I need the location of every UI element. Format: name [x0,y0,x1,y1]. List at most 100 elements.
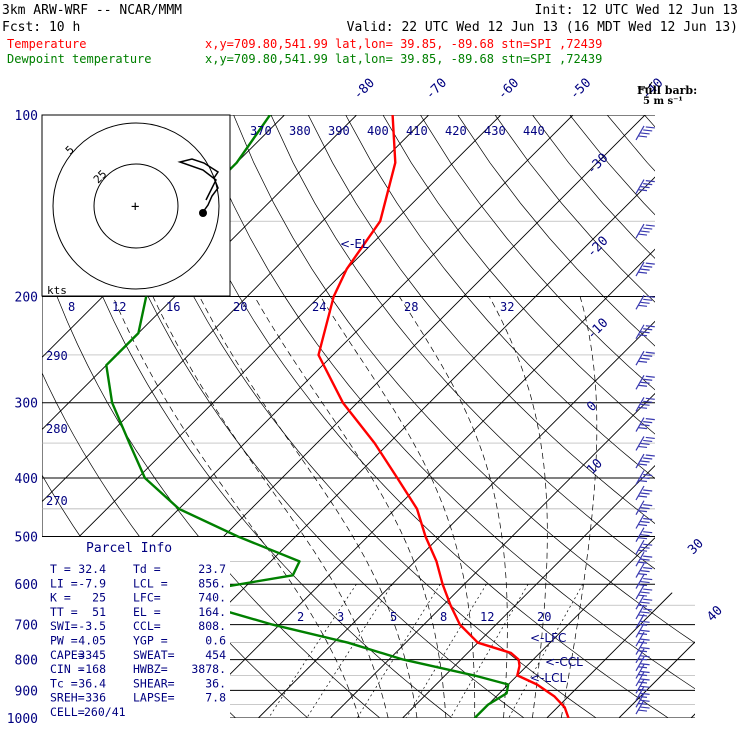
wind-barb-flag [637,583,648,587]
isotherm-tick-label: 40 [704,603,726,625]
wind-barb-flag [640,620,650,623]
parcel-cell: -168 [78,662,106,676]
pressure-tick-label: 300 [15,397,38,412]
wind-barb-flag [643,588,653,591]
wind-barb [635,604,645,620]
wind-barb-flag [640,301,650,304]
wind-barb-flag [643,489,653,492]
moist-adiabat [152,296,389,718]
wind-barb-flag [637,510,648,513]
mixing-ratio-line [306,584,393,718]
wind-barb [635,539,645,555]
wind-barb [635,614,645,629]
wind-barb-flag [640,460,650,463]
dry-adiabat [494,115,695,718]
wind-barb-flag [643,598,653,601]
temperature-location: x,y=709.80,541.99 lat,lon= 39.85, -89.68… [205,37,602,51]
wind-barb-flag [643,265,653,268]
wind-barb-flag [637,549,648,552]
parcel-cell: 4.05 [78,634,106,648]
wind-barb-flag [640,685,650,688]
wind-barb-flag [640,638,650,641]
moist-adiabat [199,296,418,718]
wind-barb-flag [640,403,650,406]
wind-barb-flag [643,227,653,230]
pressure-tick-label: 400 [15,472,38,487]
parcel-cell: 808. [198,619,226,633]
wind-barb-flag [643,457,653,460]
moist-adiabat [320,296,476,718]
wind-barb-flag [640,692,650,695]
wind-barb-flag [640,611,650,614]
isotherm [474,115,695,718]
wind-barb [635,514,645,529]
mixing-ratio-label: 28 [404,300,418,314]
wind-barb-flag [637,135,648,138]
dry-adiabat [158,115,669,718]
wind-barb [635,179,645,194]
wind-barb-flag [640,492,650,495]
parcel-cell: CCL= [133,619,161,633]
wind-barb [635,693,645,708]
wind-barb-flag [640,580,650,584]
wind-barbs [635,125,655,715]
theta-tick-label: 410 [406,124,428,138]
wind-barb [635,324,645,340]
mixing-ratio-line [508,584,584,718]
wind-barb-flag [645,436,655,440]
parcel-cell: CAPE= [50,648,85,662]
dry-adiabat [233,115,695,718]
wind-barb-flag [637,427,648,430]
parcel-cell: SWEAT= [133,648,175,662]
wind-barb [635,656,645,672]
pressure-tick-label: 100 [15,109,38,124]
wind-barb-flag [643,555,653,558]
wind-barb-flag [643,421,653,424]
wind-barb-flag [645,351,655,354]
wind-barb-flag [640,381,650,384]
pressure-tick-label: 800 [15,654,38,669]
wind-barb [635,699,645,715]
dry-adiabat [644,115,695,718]
wind-barb-flag [643,566,653,570]
theta-tick-label: 290 [46,349,68,363]
parcel-cell: 0.6 [205,634,226,648]
parcel-cell: SHEAR= [133,676,175,690]
wind-barb-flag [640,132,650,135]
parcel-cell: 740. [198,591,226,605]
wind-barb-flag [637,445,648,449]
wind-barb-flag [637,188,648,192]
dry-adiabat [195,115,695,718]
wind-barb-flag [645,179,655,183]
theta-tick-label: 280 [46,422,68,436]
wind-barb-flag [640,601,650,604]
mixing-ratio-label: 2 [297,610,304,624]
isotherm-tick-label: -60 [495,76,522,103]
forecast-hour: Fcst: 10 h [2,20,80,35]
parcel-cell: 36. [205,676,226,690]
parcel-cell: 454 [205,648,226,662]
barb-legend-units: 5 m s⁻¹ [643,96,683,107]
isotherm-tick-label: 10 [584,456,606,478]
isotherm-tick-label: -50 [567,76,594,103]
wind-barb [635,648,645,664]
pressure-tick-label: 500 [15,530,38,545]
parcel-cell: LCL = [133,576,168,590]
parcel-cell: PW = [50,634,78,648]
wind-barb-flag [643,531,653,534]
wind-barb-flag [640,591,650,594]
wind-barb-flag [643,608,653,611]
parcel-cell: K = [50,591,71,605]
hodograph-trace [177,158,220,213]
wind-barb-flag [640,507,650,510]
theta-tick-label: 370 [250,124,272,138]
wind-barb-flag [637,360,648,363]
parcel-cell: HWBZ= [133,662,168,676]
mixing-ratio-label: 8 [440,610,447,624]
wind-barb [635,485,645,501]
wind-barb-flag [643,543,653,546]
wind-barb-flag [640,424,650,427]
wind-barb-flag [640,569,650,573]
temperature-legend: Temperature [7,37,86,51]
isotherm [258,115,695,718]
